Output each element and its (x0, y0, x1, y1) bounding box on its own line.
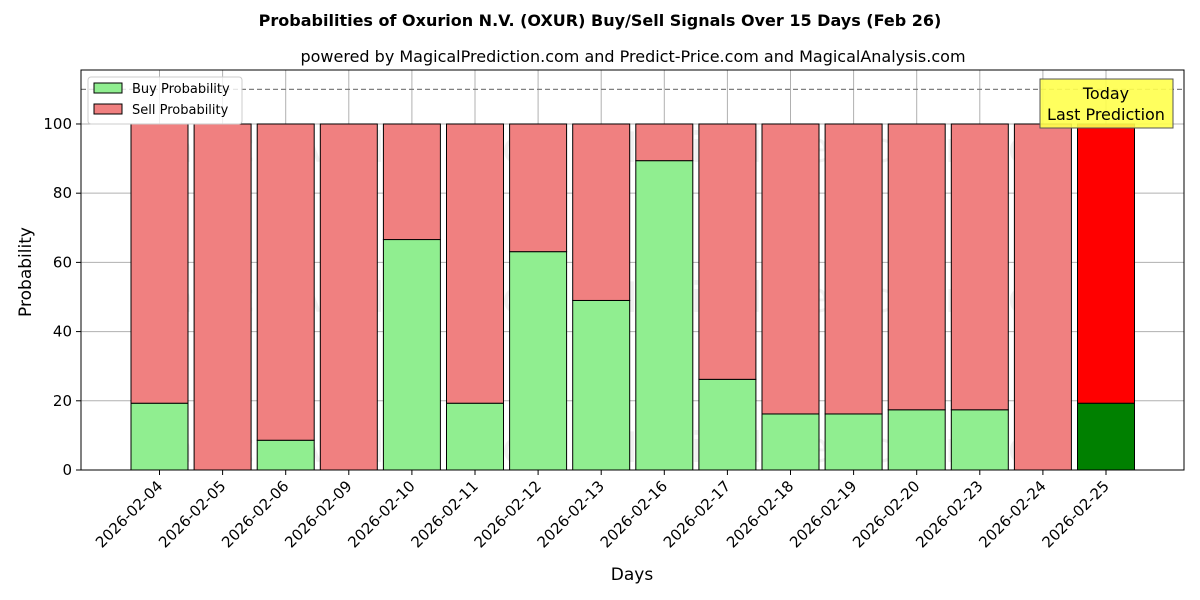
bar-buy (635, 160, 694, 471)
bar-sell (761, 123, 820, 415)
legend-swatch-buy (93, 82, 123, 94)
bar-sell (1013, 123, 1072, 471)
y-tick-label: 60 (53, 253, 72, 271)
bar-sell (572, 123, 631, 301)
annotation-line-2: Last Prediction (1047, 105, 1165, 124)
bar-buy (1077, 402, 1135, 471)
bar-sell (382, 123, 441, 241)
bar-buy (382, 239, 441, 471)
bar-sell (193, 123, 252, 471)
bar-buy (761, 413, 820, 471)
x-tick-label: 2026-02-18 (723, 477, 797, 551)
bar-sell (1077, 123, 1135, 404)
x-axis-ticks: 2026-02-042026-02-052026-02-062026-02-09… (92, 470, 1113, 551)
bar-buy (824, 413, 883, 471)
bar-series (130, 123, 1135, 471)
bar-sell (509, 123, 568, 253)
x-tick-label: 2026-02-25 (1038, 477, 1112, 551)
x-tick-label: 2026-02-04 (92, 477, 166, 551)
x-tick-label: 2026-02-13 (534, 477, 608, 551)
bar-sell (635, 123, 694, 162)
x-tick-label: 2026-02-24 (975, 477, 1049, 551)
x-tick-label: 2026-02-23 (912, 477, 986, 551)
chart-title: Probabilities of Oxurion N.V. (OXUR) Buy… (259, 11, 942, 30)
legend-label-buy: Buy Probability (132, 82, 230, 97)
bar-buy (130, 402, 189, 471)
x-tick-label: 2026-02-09 (281, 477, 355, 551)
x-tick-label: 2026-02-19 (786, 477, 860, 551)
legend-label-sell: Sell Probability (132, 103, 229, 118)
x-tick-label: 2026-02-12 (471, 477, 545, 551)
x-tick-label: 2026-02-17 (660, 477, 734, 551)
bar-sell (887, 123, 946, 411)
bar-buy (446, 402, 504, 471)
bar-sell (824, 123, 883, 415)
legend-swatch-sell (93, 103, 123, 115)
bar-buy (572, 299, 631, 471)
y-tick-label: 0 (62, 461, 72, 479)
x-tick-label: 2026-02-05 (155, 477, 229, 551)
bar-buy (256, 439, 315, 471)
bar-sell (319, 123, 378, 471)
bar-sell (446, 123, 504, 404)
bar-buy (698, 378, 757, 471)
bar-buy (887, 409, 946, 471)
y-axis-label: Probability (16, 227, 36, 317)
y-tick-label: 100 (43, 115, 72, 133)
annotation-line-1: Today (1082, 84, 1129, 103)
legend: Buy Probability Sell Probability (87, 76, 243, 125)
x-axis-label: Days (611, 565, 654, 585)
y-tick-label: 40 (53, 323, 72, 341)
chart-subtitle: powered by MagicalPrediction.com and Pre… (300, 47, 965, 66)
bar-buy (950, 409, 1009, 471)
x-tick-label: 2026-02-11 (407, 477, 481, 551)
bar-sell (950, 123, 1009, 411)
bar-sell (698, 123, 757, 380)
plot-frame (80, 69, 1185, 471)
bar-sell (256, 123, 315, 441)
bar-sell (130, 123, 189, 404)
x-tick-label: 2026-02-10 (344, 477, 418, 551)
today-annotation: Today Last Prediction (1039, 78, 1174, 129)
y-tick-label: 20 (53, 392, 72, 410)
y-axis-ticks: 0 20 40 60 80 100 (43, 115, 81, 479)
y-tick-label: 80 (53, 184, 72, 202)
x-tick-label: 2026-02-20 (849, 477, 923, 551)
bar-buy (509, 251, 568, 471)
x-tick-label: 2026-02-16 (597, 477, 671, 551)
x-tick-label: 2026-02-06 (218, 477, 292, 551)
